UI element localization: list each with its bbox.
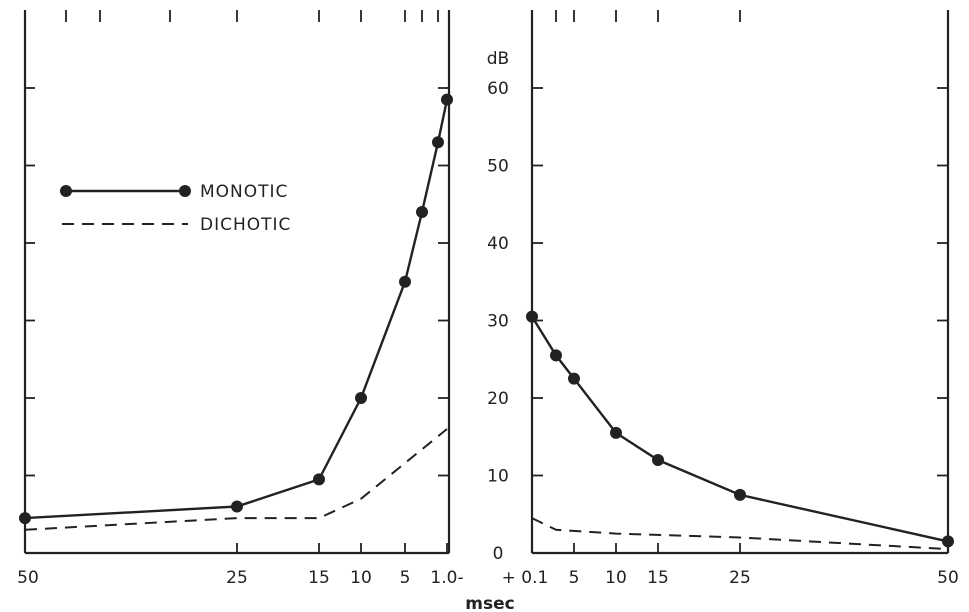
right-dichotic-line <box>531 517 949 551</box>
y-tick-label: 50 <box>487 157 509 177</box>
y-tick-label: 10 <box>487 467 509 487</box>
labels: 0 10 20 30 40 50 60 50 25 15 10 5 1.0- + 0.1 5 10 15 25 50 <box>17 79 959 588</box>
x-tick-label-left: 10 <box>350 568 372 588</box>
right-monotic-point <box>734 488 746 501</box>
x-tick-label-left: 25 <box>226 568 248 588</box>
legend-dichotic-label: DICHOTIC <box>200 215 291 235</box>
right-monotic-point <box>526 310 538 323</box>
left-monotic-point <box>416 206 428 218</box>
right-monotic-point <box>550 349 562 362</box>
right-monotic-point <box>610 426 622 439</box>
series <box>19 93 954 551</box>
x-tick-label-left: 1.0- <box>430 568 463 588</box>
x-tick-label-right: 5 <box>569 568 580 588</box>
x-axis-label: msec <box>465 594 514 612</box>
legend-monotic-marker-left <box>60 185 72 197</box>
y-tick-label: 30 <box>487 312 509 332</box>
left-monotic-point <box>19 512 31 525</box>
y-tick-label: 60 <box>487 79 509 99</box>
right-monotic-line <box>530 315 949 543</box>
left-monotic-point <box>441 93 453 106</box>
right-monotic-point <box>568 372 580 385</box>
y-tick-label: 40 <box>487 234 509 254</box>
y-tick-label: 20 <box>487 389 509 409</box>
right-panel <box>530 10 950 555</box>
legend-monotic-label: MONOTIC <box>200 182 288 202</box>
left-dichotic-line <box>24 428 448 531</box>
x-tick-label-right: 10 <box>605 568 627 588</box>
left-monotic-point <box>231 500 243 513</box>
left-monotic-point <box>432 136 444 149</box>
legend: MONOTIC DICHOTIC <box>60 182 291 235</box>
left-monotic-point <box>399 275 411 288</box>
legend-monotic-marker-right <box>179 185 191 197</box>
right-monotic-point <box>942 535 954 548</box>
x-tick-label-left: 5 <box>400 568 411 588</box>
y-tick-label: 0 <box>493 544 504 564</box>
left-panel <box>23 10 451 555</box>
x-tick-label-right: 25 <box>729 568 751 588</box>
left-monotic-line <box>24 99 449 520</box>
y-axis-label: dB <box>487 49 509 69</box>
left-monotic-point <box>355 392 367 404</box>
x-tick-label-right: 15 <box>647 568 669 588</box>
right-monotic-point <box>652 454 664 466</box>
x-tick-label-right: + 0.1 <box>502 568 549 588</box>
x-tick-label-left: 50 <box>17 568 39 588</box>
x-tick-label-right: 50 <box>937 568 959 588</box>
ticks <box>24 10 949 553</box>
left-monotic-point <box>313 473 325 486</box>
x-tick-label-left: 15 <box>308 568 330 588</box>
